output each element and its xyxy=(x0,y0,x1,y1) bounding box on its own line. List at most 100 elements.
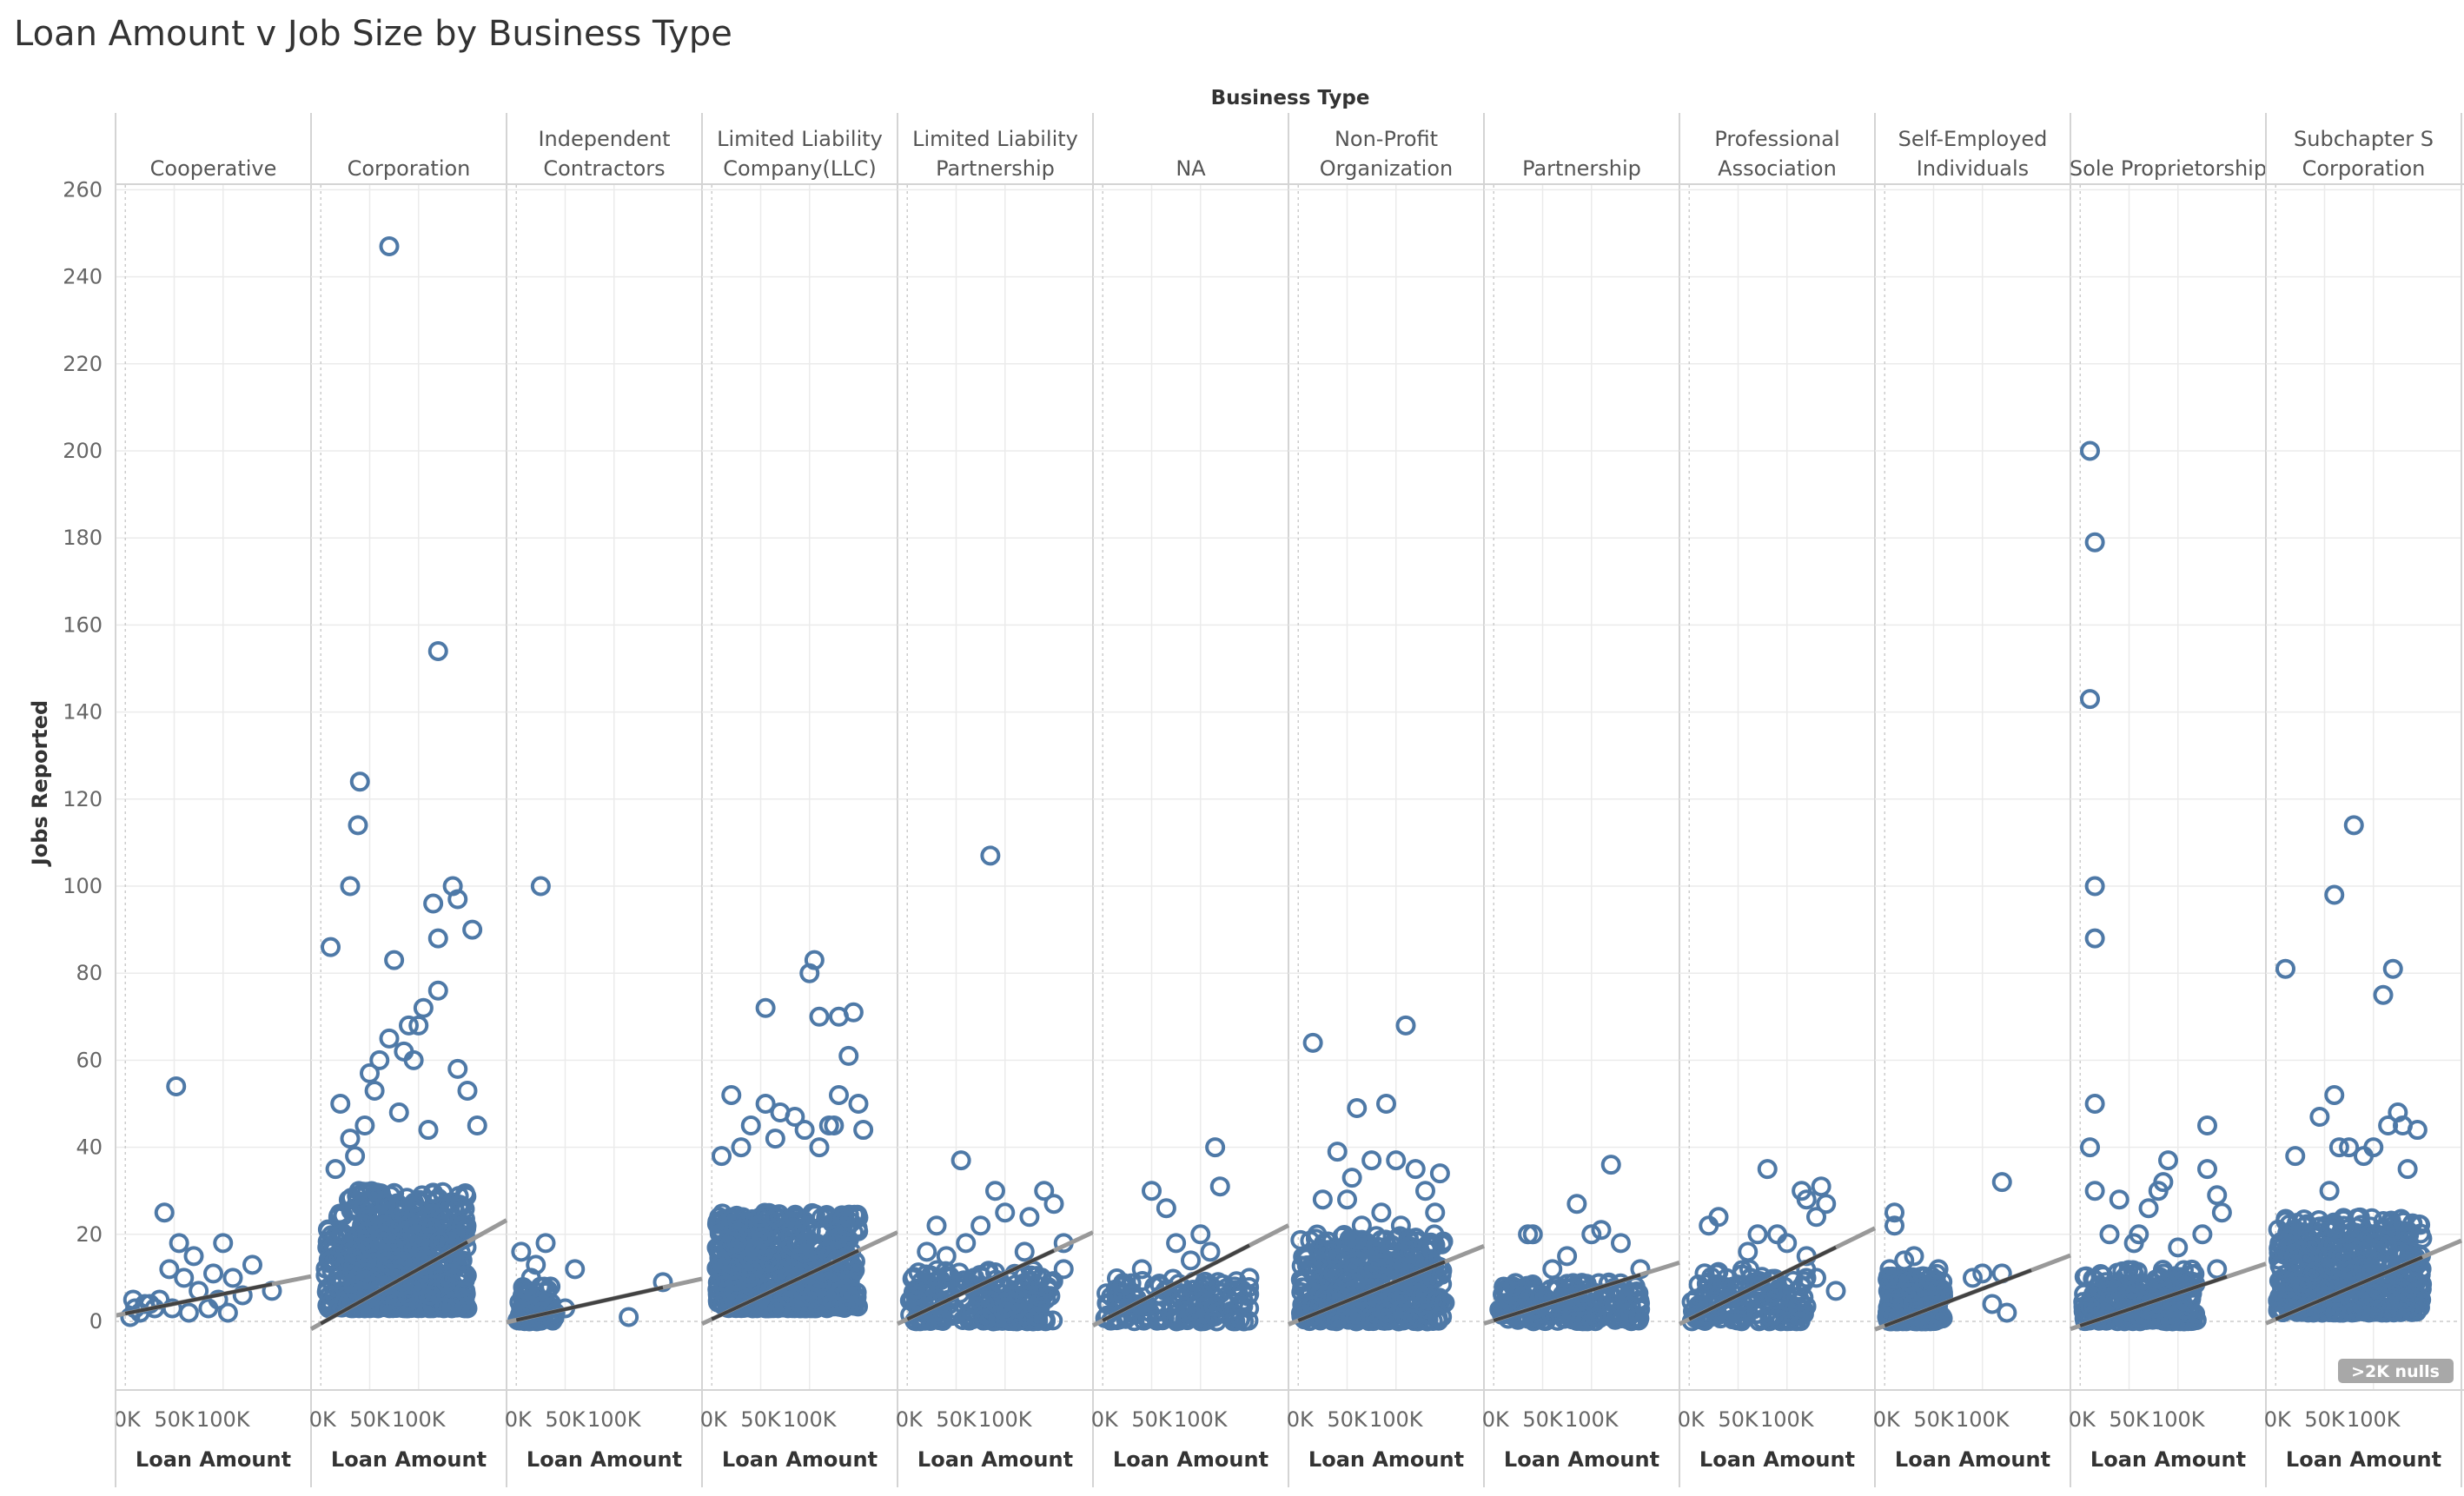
data-point[interactable] xyxy=(794,1120,815,1141)
data-point[interactable] xyxy=(467,1115,487,1136)
data-point[interactable] xyxy=(980,845,1001,866)
data-point[interactable] xyxy=(2192,1224,2213,1245)
data-point[interactable] xyxy=(1003,1302,1024,1323)
data-point[interactable] xyxy=(831,1281,851,1301)
data-point[interactable] xyxy=(1175,1296,1196,1317)
data-point[interactable] xyxy=(2073,1301,2094,1322)
data-point[interactable] xyxy=(1182,1279,1203,1300)
data-point[interactable] xyxy=(1405,1159,1426,1180)
data-point[interactable] xyxy=(213,1233,234,1254)
data-point[interactable] xyxy=(2319,1221,2340,1241)
data-point[interactable] xyxy=(2382,958,2403,979)
data-point[interactable] xyxy=(404,1198,425,1219)
data-point[interactable] xyxy=(1806,1268,1826,1288)
data-point[interactable] xyxy=(1982,1294,2003,1314)
data-point[interactable] xyxy=(1131,1259,1152,1280)
data-point[interactable] xyxy=(748,1215,769,1235)
data-point[interactable] xyxy=(2084,532,2105,553)
data-point[interactable] xyxy=(1884,1215,1904,1236)
data-point[interactable] xyxy=(739,1268,759,1288)
data-point[interactable] xyxy=(1395,1307,1416,1327)
data-point[interactable] xyxy=(217,1302,238,1323)
data-point[interactable] xyxy=(721,1084,742,1105)
data-point[interactable] xyxy=(1019,1207,1040,1228)
data-point[interactable] xyxy=(2396,1222,2417,1243)
data-point[interactable] xyxy=(1600,1155,1621,1175)
data-point[interactable] xyxy=(511,1241,532,1262)
data-point[interactable] xyxy=(2407,1120,2428,1141)
data-point[interactable] xyxy=(816,1241,837,1261)
data-point[interactable] xyxy=(974,1308,995,1329)
data-point[interactable] xyxy=(1345,1307,1366,1328)
data-point[interactable] xyxy=(1007,1298,1028,1319)
data-point[interactable] xyxy=(364,1080,385,1101)
data-point[interactable] xyxy=(2153,1172,2174,1193)
data-point[interactable] xyxy=(2117,1265,2138,1286)
data-point[interactable] xyxy=(2080,689,2100,710)
data-point[interactable] xyxy=(1378,1261,1399,1281)
data-point[interactable] xyxy=(2174,1311,2195,1332)
data-point[interactable] xyxy=(721,1209,742,1230)
data-point[interactable] xyxy=(2076,1266,2096,1287)
data-point[interactable] xyxy=(2084,876,2105,897)
data-point[interactable] xyxy=(2365,1283,2386,1304)
data-point[interactable] xyxy=(1203,1296,1224,1317)
data-point[interactable] xyxy=(721,1260,742,1281)
data-point[interactable] xyxy=(996,1301,1017,1322)
data-point[interactable] xyxy=(2309,1107,2330,1128)
data-point[interactable] xyxy=(759,1252,780,1273)
data-point[interactable] xyxy=(811,1290,832,1311)
data-point[interactable] xyxy=(1566,1194,1587,1215)
data-point[interactable] xyxy=(2271,1259,2292,1280)
data-point[interactable] xyxy=(348,1181,369,1201)
data-point[interactable] xyxy=(619,1307,639,1327)
data-point[interactable] xyxy=(1156,1198,1176,1219)
data-point[interactable] xyxy=(565,1259,586,1280)
data-point[interactable] xyxy=(345,1146,366,1167)
data-point[interactable] xyxy=(2138,1198,2159,1219)
data-point[interactable] xyxy=(456,1218,477,1239)
data-point[interactable] xyxy=(2343,815,2364,836)
data-point[interactable] xyxy=(1575,1311,1596,1332)
data-point[interactable] xyxy=(1386,1150,1407,1171)
data-point[interactable] xyxy=(709,1223,730,1244)
data-point[interactable] xyxy=(330,1094,351,1114)
data-point[interactable] xyxy=(1904,1246,1924,1267)
data-point[interactable] xyxy=(384,1240,405,1261)
data-point[interactable] xyxy=(1371,1202,1392,1223)
data-point[interactable] xyxy=(325,1159,346,1180)
data-point[interactable] xyxy=(321,1250,341,1271)
data-point[interactable] xyxy=(2341,1264,2362,1285)
data-point[interactable] xyxy=(174,1268,195,1288)
data-point[interactable] xyxy=(1376,1094,1396,1114)
data-point[interactable] xyxy=(2129,1224,2149,1245)
data-point[interactable] xyxy=(1884,1202,1904,1223)
data-point[interactable] xyxy=(516,1285,536,1306)
data-point[interactable] xyxy=(1757,1159,1778,1180)
data-point[interactable] xyxy=(1591,1220,1612,1241)
data-point[interactable] xyxy=(384,950,405,970)
data-point[interactable] xyxy=(1494,1276,1514,1297)
data-point[interactable] xyxy=(2341,1302,2362,1323)
data-point[interactable] xyxy=(2393,1211,2414,1232)
data-point[interactable] xyxy=(936,1246,957,1267)
data-point[interactable] xyxy=(369,1049,390,1070)
data-point[interactable] xyxy=(2367,1251,2388,1272)
data-point[interactable] xyxy=(1177,1284,1198,1305)
data-point[interactable] xyxy=(1581,1224,1602,1245)
data-point[interactable] xyxy=(178,1302,199,1323)
data-point[interactable] xyxy=(1825,1281,1846,1301)
data-point[interactable] xyxy=(2324,1084,2345,1105)
data-point[interactable] xyxy=(2378,1115,2399,1136)
data-point[interactable] xyxy=(1599,1306,1619,1327)
data-point[interactable] xyxy=(940,1267,961,1287)
data-point[interactable] xyxy=(848,1094,869,1114)
data-point[interactable] xyxy=(422,1295,443,1316)
data-point[interactable] xyxy=(1927,1280,1948,1301)
data-point[interactable] xyxy=(2084,928,2105,949)
data-point[interactable] xyxy=(1181,1250,1201,1271)
data-point[interactable] xyxy=(2168,1237,2189,1258)
data-point[interactable] xyxy=(2373,984,2394,1005)
data-point[interactable] xyxy=(1542,1259,1563,1280)
data-point[interactable] xyxy=(1518,1224,1539,1245)
